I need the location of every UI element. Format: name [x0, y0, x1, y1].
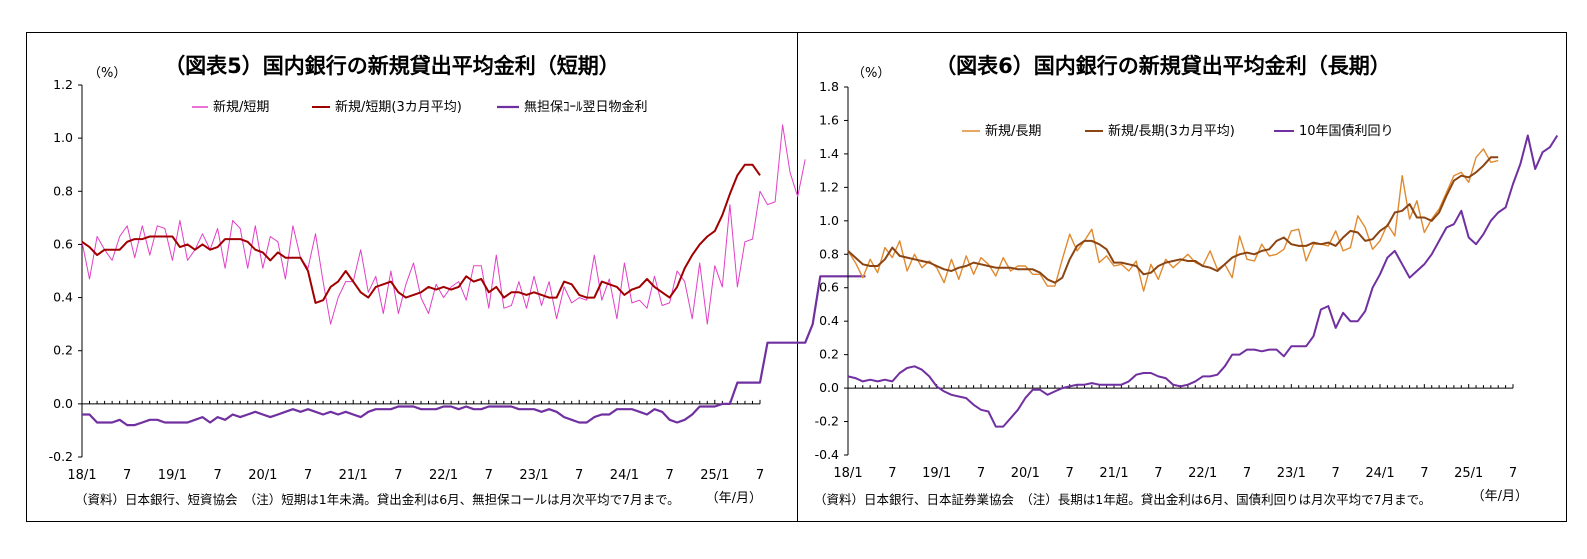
chart1-series-3-line [82, 275, 866, 427]
chart2-y-tick-label: 0.6 [819, 280, 839, 295]
chart2-title: （図表6）国内銀行の新規貸出平均金利（長期） [935, 54, 1391, 78]
chart1-x-tick-label: 22/1 [429, 468, 458, 483]
chart2-legend-label: 新規/長期 [985, 123, 1041, 139]
chart2-x-tick-label: 24/1 [1365, 466, 1394, 481]
chart2-note: （資料）日本銀行、日本証券業協会 （注）長期は1年超。貸出金利は6月、国債利回り… [814, 492, 1431, 507]
chart2-x-tick-label: 7 [1332, 466, 1340, 481]
chart1-series-2-line [81, 163, 761, 304]
chart1-x-tick-label: 23/1 [519, 468, 548, 483]
chart2-x-tick-label: 23/1 [1277, 466, 1306, 481]
chart2-plot: -0.4 -0.2 0.0 0.2 0.4 0.6 0.8 1.0 1.2 1.4 1.6 1.8 18… [815, 79, 1559, 481]
chart2-y-tick-label: 0.8 [819, 246, 839, 261]
chart2-x-tick-label: 18/1 [833, 466, 862, 481]
chart2-y-tick-label: 0.0 [819, 380, 839, 395]
chart1-x-tick-label: 25/1 [700, 468, 729, 483]
chart1-y-tick-label: 0.8 [53, 183, 73, 198]
chart2-x-tick-label: 25/1 [1454, 466, 1483, 481]
chart1-plot: -0.2 0.0 0.2 0.4 0.6 0.8 1.0 1.2 18/1 7 19/1 7 20/1 7… [49, 77, 866, 483]
chart1-x-tick-label: 21/1 [339, 468, 368, 483]
chart2-series-1-line [847, 148, 1499, 292]
chart2-y-tick-label: 1.6 [819, 112, 839, 127]
chart1-y-tick-label: 0.2 [53, 343, 73, 358]
chart2-y-tick-label: 1.4 [819, 146, 839, 161]
chart1-x-tick-label: 7 [485, 468, 493, 483]
chart1-x-tick-label: 7 [665, 468, 673, 483]
chart2-series-3-line [847, 134, 1559, 428]
chart1-x-tick-label: 7 [394, 468, 402, 483]
chart1-note: （資料）日本銀行、短資協会 （注）短期は1年未満。貸出金利は6月、無担保コールは… [75, 492, 680, 507]
chart2-series-2-line [847, 156, 1499, 284]
panel-divider [797, 32, 798, 522]
chart1-y-tick-label: 0.0 [53, 396, 73, 411]
chart1-x-tick-label: 20/1 [248, 468, 277, 483]
chart2-x-tick-label: 7 [1420, 466, 1428, 481]
chart1-y-tick-label: 0.4 [53, 290, 73, 305]
chart2-y-tick-label: 1.0 [819, 213, 839, 228]
chart2-y-tick-label: 0.2 [819, 347, 839, 362]
chart1-y-tick-label: 0.6 [53, 236, 73, 251]
chart2-y-tick-label: -0.4 [815, 447, 839, 462]
chart2-x-tick-label: 21/1 [1099, 466, 1128, 481]
chart1-legend-label: 新規/短期 [213, 99, 269, 115]
chart2-x-tick-label: 20/1 [1011, 466, 1040, 481]
chart2-x-tick-label: 22/1 [1188, 466, 1217, 481]
chart2-x-tick-label: 19/1 [922, 466, 951, 481]
chart2-x-tick-label: 7 [1243, 466, 1251, 481]
chart1-legend-label: 新規/短期(3カ月平均) [335, 99, 462, 115]
chart2-x-unit-label: （年/月） [1472, 489, 1528, 504]
chart1-x-tick-label: 7 [575, 468, 583, 483]
chart1-x-tick-label: 19/1 [158, 468, 187, 483]
chart1-x-unit-label: （年/月） [706, 491, 762, 506]
chart1-x-tick-label: 18/1 [67, 468, 96, 483]
chart1-y-tick-label: -0.2 [49, 449, 73, 464]
chart1-y-tick-label: 1.0 [53, 130, 73, 145]
chart2-x-tick-label: 7 [977, 466, 985, 481]
chart2-legend-label: 新規/長期(3カ月平均) [1108, 123, 1235, 139]
chart2-y-tick-label: 1.2 [819, 179, 839, 194]
chart2-x-tick-label: 7 [1509, 466, 1517, 481]
chart2-unit-label: （%） [852, 66, 890, 81]
chart2-y-tick-label: 1.8 [819, 79, 839, 94]
chart2-y-tick-label: 0.4 [819, 313, 839, 328]
chart1-x-tick-label: 7 [304, 468, 312, 483]
chart1-x-tick-label: 7 [123, 468, 131, 483]
chart1-title: （図表5）国内銀行の新規貸出平均金利（短期） [164, 54, 620, 78]
chart2-legend-label: 10年国債利回り [1299, 124, 1394, 139]
chart1-series-1-line [81, 124, 806, 325]
chart2-x-tick-label: 7 [1154, 466, 1162, 481]
chart2-x-tick-label: 7 [888, 466, 896, 481]
chart1-unit-label: （%） [88, 66, 126, 81]
chart1-x-tick-label: 24/1 [610, 468, 639, 483]
figure-frame [26, 32, 1567, 522]
chart2-y-tick-label: -0.2 [815, 414, 839, 429]
chart1-legend-label: 無担保ｺｰﾙ翌日物金利 [524, 99, 648, 115]
chart2-x-tick-label: 7 [1066, 466, 1074, 481]
chart1-y-tick-label: 1.2 [53, 77, 73, 92]
chart1-x-tick-label: 7 [756, 468, 764, 483]
chart1-x-tick-label: 7 [213, 468, 221, 483]
